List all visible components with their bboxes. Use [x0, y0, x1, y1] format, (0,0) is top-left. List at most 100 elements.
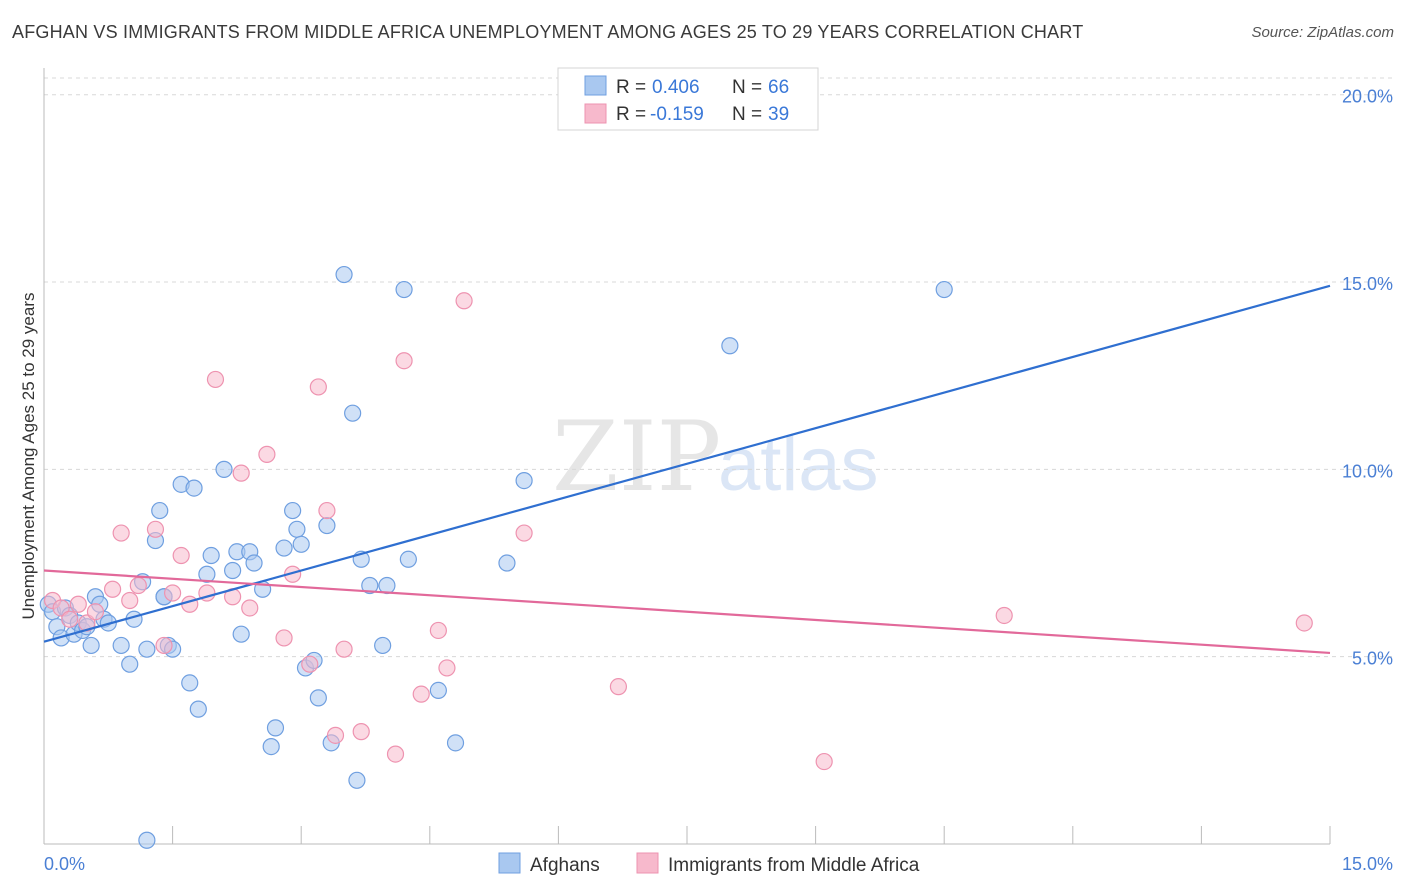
afghans-point — [138, 831, 156, 849]
legend-n-value-1: 66 — [768, 77, 789, 98]
afghans-point — [262, 737, 280, 756]
bottom-legend-label-middle-africa: Immigrants from Middle Africa — [668, 855, 920, 876]
middle-africa-point — [515, 524, 533, 542]
afghans-point — [446, 734, 465, 752]
afghans-point — [721, 337, 739, 355]
afghans-point — [335, 265, 353, 284]
middle-africa-point — [129, 576, 147, 595]
middle-africa-point — [258, 445, 276, 463]
middle-africa-point — [395, 352, 413, 370]
grid-lines — [44, 77, 1392, 658]
legend-n-label-2: N = — [732, 104, 762, 125]
middle-africa-point — [86, 603, 105, 621]
afghans-point — [202, 546, 220, 565]
bottom-legend-label-afghans: Afghans — [530, 855, 600, 876]
afghans-point — [215, 460, 233, 478]
middle-africa-point — [155, 636, 173, 655]
chart-title: AFGHAN VS IMMIGRANTS FROM MIDDLE AFRICA … — [12, 22, 1084, 42]
middle-africa-trend-line — [43, 569, 1331, 655]
afghans-point — [121, 655, 139, 673]
middle-africa-point — [206, 370, 225, 389]
afghans-point — [232, 625, 250, 643]
y-axis-label: Unemployment Among Ages 25 to 29 years — [19, 293, 38, 620]
middle-africa-point — [275, 629, 293, 647]
afghans-point — [82, 636, 100, 655]
middle-africa-point — [1295, 614, 1313, 632]
afghans-point — [318, 516, 336, 535]
afghans-trend-line — [43, 284, 1331, 643]
trend-lines — [43, 284, 1331, 655]
watermark-zip: ZIP — [552, 401, 721, 513]
middle-africa-point — [386, 745, 405, 763]
legend-r-value-1: 0.406 — [652, 77, 700, 98]
y-tick-label: 20.0% — [1342, 87, 1393, 107]
afghans-point — [399, 550, 417, 568]
middle-africa-point — [103, 580, 122, 598]
middle-africa-point — [815, 752, 833, 771]
y-tick-label: 15.0% — [1342, 274, 1393, 294]
middle-africa-point — [429, 621, 447, 640]
middle-africa-point — [352, 723, 370, 741]
afghans-point — [374, 636, 392, 655]
middle-africa-point — [609, 678, 628, 696]
afghans-point — [515, 472, 533, 490]
legend-r-value-2: -0.159 — [650, 104, 704, 125]
legend-n-label-1: N = — [732, 77, 762, 98]
middle-africa-point — [995, 606, 1013, 625]
middle-africa-point — [146, 520, 165, 538]
middle-africa-point — [181, 595, 199, 613]
middle-africa-point — [335, 640, 353, 658]
middle-africa-point — [412, 685, 430, 703]
legend-r-label-1: R = — [616, 77, 646, 98]
middle-africa-point — [121, 591, 139, 610]
legend-r-label-2: R = — [616, 104, 646, 125]
correlation-legend: R = 0.406 N = 66 R = -0.159 N = 39 — [557, 67, 819, 131]
afghans-point — [284, 501, 302, 520]
afghans-point — [189, 700, 207, 718]
middle-africa-point — [318, 501, 336, 520]
afghans-point — [185, 479, 203, 497]
middle-africa-point — [455, 292, 473, 310]
middle-africa-point — [301, 655, 319, 673]
afghans-point — [151, 501, 169, 520]
bottom-legend-swatch-afghans — [498, 852, 521, 874]
afghans-point — [245, 554, 263, 572]
x-tick-label-max: 15.0% — [1342, 854, 1393, 874]
middle-africa-point — [326, 726, 345, 744]
legend-n-value-2: 39 — [768, 104, 789, 125]
middle-africa-point — [164, 584, 182, 602]
x-tick-marks — [43, 826, 1331, 844]
afghans-point — [112, 636, 130, 655]
middle-africa-point — [241, 599, 259, 617]
afghans-point — [138, 640, 156, 658]
afghans-point — [288, 520, 306, 538]
afghans-point — [395, 280, 413, 299]
series-middle-africa-points — [43, 292, 1313, 771]
afghans-point — [935, 280, 953, 299]
legend-swatch-middle-africa — [584, 103, 607, 124]
middle-africa-point — [172, 546, 190, 565]
afghans-point — [292, 535, 310, 553]
middle-africa-point — [309, 378, 327, 396]
bottom-legend-swatch-middle-africa — [636, 852, 659, 874]
afghans-point — [266, 719, 285, 737]
afghans-point — [224, 561, 242, 580]
middle-africa-point — [69, 595, 87, 613]
afghans-point — [344, 404, 362, 422]
chart-source: Source: ZipAtlas.com — [1251, 24, 1394, 41]
watermark-atlas: atlas — [718, 422, 879, 507]
y-tick-label: 5.0% — [1352, 649, 1393, 669]
middle-africa-point — [438, 659, 456, 677]
middle-africa-point — [61, 610, 79, 628]
middle-africa-point — [112, 524, 130, 542]
middle-africa-point — [232, 464, 250, 482]
series-legend: Afghans Immigrants from Middle Africa — [498, 852, 920, 876]
afghans-point — [429, 681, 447, 700]
y-tick-label: 10.0% — [1342, 461, 1393, 481]
afghans-point — [348, 771, 366, 789]
afghans-point — [309, 689, 327, 707]
afghans-point — [198, 565, 216, 583]
afghans-point — [498, 554, 516, 572]
afghans-point — [181, 674, 199, 692]
